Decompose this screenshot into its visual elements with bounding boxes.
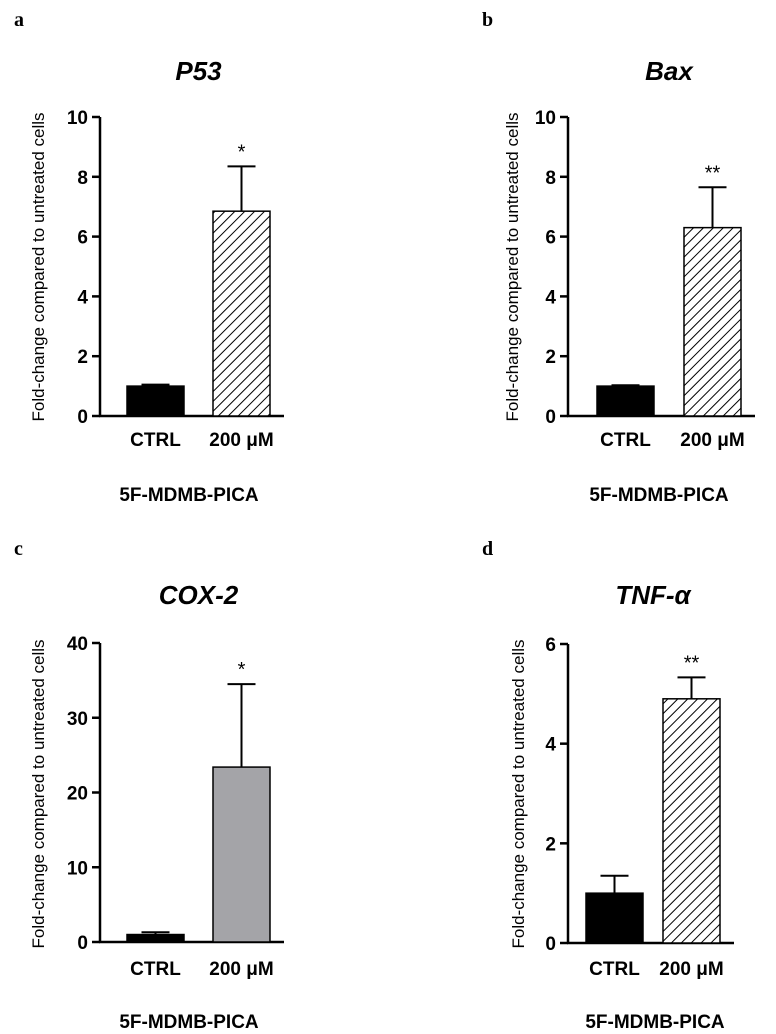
y-tick-label: 2 [545, 347, 556, 368]
bar-ctrl [126, 385, 185, 417]
chart-panel-c: c COX-2 Fold-change compared to untreated … [14, 538, 284, 1033]
y-axis-label: Fold-change compared to untreated cells [509, 639, 528, 948]
category-label: CTRL [600, 430, 651, 451]
bar-200um [683, 226, 742, 417]
y-tick-label: 10 [67, 108, 88, 129]
chart-title: Bax [645, 56, 694, 86]
y-axis-label: Fold-change compared to untreated cells [29, 112, 48, 421]
y-tick-label: 6 [545, 228, 556, 249]
category-label: 200 μM [659, 959, 723, 980]
bar-ctrl [585, 892, 644, 944]
bar-200um [212, 210, 271, 417]
y-tick-label: 0 [77, 407, 88, 428]
chart-title: TNF-α [615, 580, 692, 610]
y-tick-label: 30 [67, 709, 88, 730]
y-tick-label: 10 [67, 858, 88, 879]
y-tick-label: 4 [77, 287, 88, 308]
chart-title: P53 [175, 56, 222, 86]
y-tick-label: 0 [545, 934, 556, 955]
bar-200um [662, 698, 721, 944]
x-axis-label: 5F-MDMB-PICA [585, 1012, 725, 1033]
y-tick-label: 20 [67, 784, 88, 805]
y-axis-label: Fold-change compared to untreated cells [29, 639, 48, 948]
category-label: CTRL [130, 430, 181, 451]
chart-panel-a: a P53 Fold-change compared to untreated ce… [14, 9, 284, 506]
panel-letter: a [14, 9, 24, 31]
x-axis-label: 5F-MDMB-PICA [589, 485, 729, 506]
bar-200um [212, 766, 271, 943]
y-tick-label: 10 [535, 108, 556, 129]
y-tick-label: 0 [545, 407, 556, 428]
y-tick-label: 0 [77, 933, 88, 954]
category-label: 200 μM [209, 430, 273, 451]
panel-letter: b [482, 9, 493, 31]
significance-marker: ** [684, 652, 700, 674]
category-label: 200 μM [209, 959, 273, 980]
y-tick-label: 2 [77, 347, 88, 368]
y-axis-label: Fold-change compared to untreated cells [503, 112, 522, 421]
significance-marker: ** [705, 162, 721, 184]
y-tick-label: 8 [77, 168, 88, 189]
bar-ctrl [596, 385, 655, 417]
y-tick-label: 4 [545, 735, 556, 756]
y-tick-label: 40 [67, 634, 88, 655]
x-axis-label: 5F-MDMB-PICA [119, 1012, 259, 1033]
bar-ctrl [126, 933, 185, 943]
panel-letter: c [14, 538, 23, 560]
y-tick-label: 6 [545, 635, 556, 656]
y-tick-label: 6 [77, 228, 88, 249]
category-label: 200 μM [680, 430, 744, 451]
category-label: CTRL [130, 959, 181, 980]
significance-marker: * [238, 141, 246, 163]
significance-marker: * [238, 659, 246, 681]
panel-letter: d [482, 538, 493, 560]
y-tick-label: 8 [545, 168, 556, 189]
y-tick-label: 2 [545, 834, 556, 855]
y-tick-label: 4 [545, 287, 556, 308]
chart-panel-b: b Bax Fold-change compared to untreated ce… [482, 9, 755, 506]
category-label: CTRL [589, 959, 640, 980]
chart-title: COX-2 [159, 580, 239, 610]
x-axis-label: 5F-MDMB-PICA [119, 485, 259, 506]
chart-panel-d: d TNF-α Fold-change compared to untreated … [482, 538, 734, 1033]
